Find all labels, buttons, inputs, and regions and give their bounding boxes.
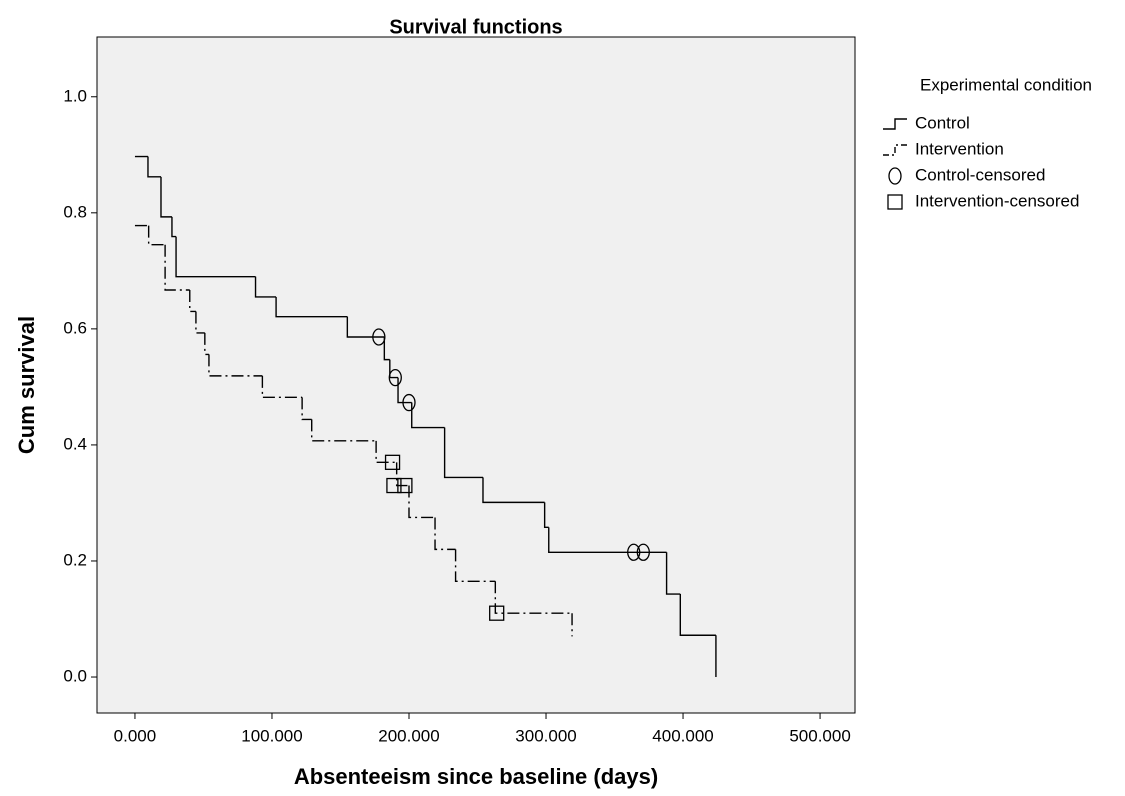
legend-label: Control-censored: [915, 165, 1045, 184]
step-segment: [494, 581, 573, 614]
y-axis-label: Cum survival: [14, 316, 39, 454]
y-tick-label: 0.6: [63, 318, 87, 337]
step-segment: [383, 336, 390, 361]
step-segment: [164, 244, 190, 291]
step-segment: [171, 216, 177, 238]
step-segment: [254, 276, 277, 298]
step-segment: [261, 375, 303, 399]
step-segment: [665, 552, 681, 595]
legend-label: Intervention-censored: [915, 191, 1079, 210]
censor-marker: [402, 393, 416, 412]
legend-icon: [887, 194, 903, 210]
step-segment: [397, 377, 412, 404]
step-segment: [543, 502, 549, 529]
x-tick-label: 500.000: [789, 726, 850, 745]
chart-title: Survival functions: [389, 16, 562, 38]
censor-marker: [636, 543, 650, 561]
censor-marker: [627, 543, 641, 561]
x-tick-label: 400.000: [652, 726, 713, 745]
censor-marker: [397, 477, 413, 494]
step-segment: [443, 427, 483, 479]
censor-marker: [388, 368, 402, 387]
step-segment: [311, 419, 377, 442]
step-segment: [301, 397, 312, 421]
plot-area: [96, 36, 856, 714]
step-segment: [408, 485, 436, 519]
step-segment: [175, 236, 256, 278]
x-tick-label: 0.000: [114, 726, 157, 745]
legend-icon: [888, 167, 902, 185]
step-segment: [147, 156, 161, 178]
step-segment: [189, 289, 196, 313]
y-tick-label: 0.8: [63, 202, 87, 221]
step-segment: [482, 477, 545, 504]
x-tick-label: 100.000: [241, 726, 302, 745]
step-segment: [160, 176, 172, 218]
legend-label: Intervention: [915, 139, 1004, 158]
y-tick-label: 1.0: [63, 86, 87, 105]
censor-marker: [489, 605, 505, 621]
step-segment: [395, 462, 409, 487]
step-segment: [147, 225, 166, 246]
legend-label: Control: [915, 113, 970, 132]
y-tick-label: 0.4: [63, 434, 87, 453]
step-segment: [204, 332, 209, 356]
legend-icon: [883, 118, 907, 130]
step-segment: [275, 296, 348, 318]
x-tick-label: 200.000: [378, 726, 439, 745]
censor-marker: [384, 454, 401, 470]
step-segment: [679, 594, 716, 636]
x-tick-label: 300.000: [515, 726, 576, 745]
x-axis-label: Absenteeism since baseline (days): [294, 764, 658, 789]
step-segment: [195, 311, 205, 334]
step-segment: [411, 402, 445, 429]
step-segment: [434, 517, 456, 551]
step-segment: [346, 316, 385, 338]
y-tick-label: 0.2: [63, 550, 87, 569]
legend-title: Experimental condition: [920, 75, 1092, 94]
step-segment: [208, 354, 263, 377]
step-segment: [454, 549, 496, 582]
legend-icon: [883, 144, 907, 156]
censor-marker: [372, 328, 386, 346]
step-segment: [375, 440, 397, 464]
censor-marker: [386, 477, 402, 494]
y-tick-label: 0.0: [63, 667, 87, 686]
